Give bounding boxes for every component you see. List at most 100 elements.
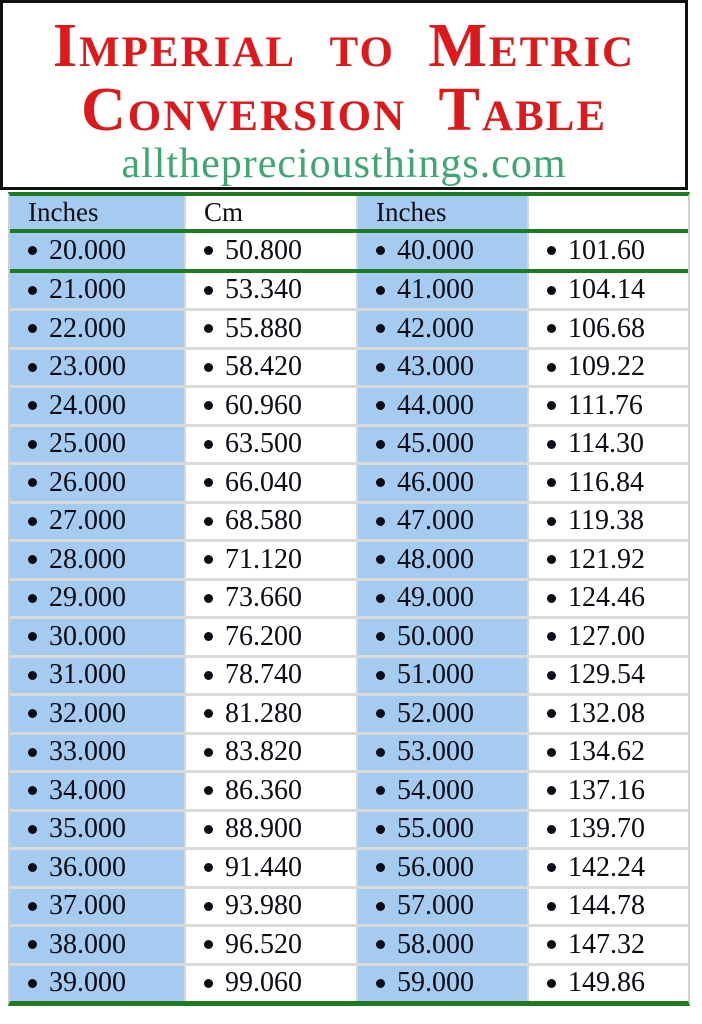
cell-value: 33.000 [49, 736, 126, 768]
bullet-icon [28, 555, 37, 565]
inches-left-cell: 26.000 [10, 465, 186, 501]
inches-left-cell: 29.000 [10, 580, 186, 616]
bullet-icon [376, 324, 385, 334]
cell-value: 47.000 [397, 505, 474, 537]
inches-right-cell: 44.000 [358, 388, 529, 424]
bullet-icon [204, 324, 213, 334]
bullet-icon [547, 786, 556, 796]
inches-left-cell: 38.000 [10, 927, 186, 963]
cell-value: 144.78 [568, 890, 645, 922]
bullet-icon [204, 747, 213, 757]
cell-value: 114.30 [568, 428, 644, 460]
cm-right-cell: 116.84 [529, 465, 688, 501]
cell-value: 24.000 [49, 389, 126, 421]
bullet-icon [28, 516, 37, 526]
bullet-icon [204, 439, 213, 449]
bullet-icon [376, 401, 385, 411]
cell-value: 22.000 [49, 312, 126, 344]
inches-left-cell: 30.000 [10, 619, 186, 655]
bullet-icon [547, 670, 556, 680]
inches-right-cell: 47.000 [358, 503, 529, 539]
cm-right-cell: 144.78 [529, 888, 688, 924]
bullet-icon [547, 401, 556, 411]
cell-value: 44.000 [397, 389, 474, 421]
bullet-icon [28, 863, 37, 873]
cell-value: 55.000 [397, 813, 474, 845]
cm-left-cell: 68.580 [186, 503, 358, 539]
inches-right-cell: 50.000 [358, 619, 529, 655]
bullet-icon [28, 670, 37, 680]
table-row: 27.000 68.580 47.000 119.38 [10, 503, 688, 542]
header-box: Imperial to Metric Conversion Table allt… [0, 0, 688, 190]
bullet-icon [376, 747, 385, 757]
inches-right-cell: 43.000 [358, 349, 529, 385]
bullet-icon [376, 478, 385, 488]
bullet-icon [204, 362, 213, 372]
bullet-icon [547, 632, 556, 642]
cell-value: 28.000 [49, 543, 126, 575]
bullet-icon [204, 786, 213, 796]
inches-left-cell: 27.000 [10, 503, 186, 539]
bullet-icon [376, 593, 385, 603]
cell-value: 60.960 [225, 389, 302, 421]
cm-right-cell: 142.24 [529, 850, 688, 886]
table-header-row: Inches Cm Inches [10, 196, 688, 233]
inches-left-cell: 21.000 [10, 272, 186, 308]
bullet-icon [28, 940, 37, 950]
cell-value: 68.580 [225, 505, 302, 537]
cm-right-cell: 134.62 [529, 734, 688, 770]
inches-left-cell: 20.000 [10, 233, 186, 269]
cell-value: 20.000 [49, 234, 126, 266]
cell-value: 29.000 [49, 582, 126, 614]
cell-value: 139.70 [568, 813, 645, 845]
cell-value: 53.000 [397, 736, 474, 768]
cell-value: 52.000 [397, 697, 474, 729]
inches-right-cell: 58.000 [358, 927, 529, 963]
bullet-icon [204, 709, 213, 719]
inches-left-cell: 32.000 [10, 696, 186, 732]
inches-left-cell: 39.000 [10, 965, 186, 1001]
inches-right-cell: 48.000 [358, 542, 529, 578]
cell-value: 39.000 [49, 967, 126, 999]
cell-value: 91.440 [225, 851, 302, 883]
cell-value: 48.000 [397, 543, 474, 575]
table-row: 34.000 86.360 54.000 137.16 [10, 773, 688, 812]
cell-value: 23.000 [49, 351, 126, 383]
cm-right-cell: 106.68 [529, 311, 688, 347]
cm-right-cell: 121.92 [529, 542, 688, 578]
cell-value: 40.000 [397, 234, 474, 266]
bullet-icon [547, 555, 556, 565]
table-row: 23.000 58.420 43.000 109.22 [10, 349, 688, 388]
cell-value: 46.000 [397, 466, 474, 498]
cell-value: 53.340 [225, 274, 302, 306]
table-row: 20.000 50.800 40.000 101.60 [10, 233, 688, 273]
cm-left-cell: 83.820 [186, 734, 358, 770]
bullet-icon [204, 478, 213, 488]
inches-right-cell: 59.000 [358, 965, 529, 1001]
conversion-table: Inches Cm Inches 20.000 50.800 40.000 101.6… [8, 192, 690, 1006]
page-title-line1: Imperial to Metric [52, 12, 636, 80]
bullet-icon [28, 747, 37, 757]
cell-value: 63.500 [225, 428, 302, 460]
cell-value: 96.520 [225, 928, 302, 960]
inches-right-cell: 57.000 [358, 888, 529, 924]
cell-value: 49.000 [397, 582, 474, 614]
inches-left-cell: 23.000 [10, 349, 186, 385]
inches-left-cell: 25.000 [10, 426, 186, 462]
bullet-icon [547, 978, 556, 988]
cell-value: 36.000 [49, 851, 126, 883]
cell-value: 50.000 [397, 620, 474, 652]
table-row: 33.000 83.820 53.000 134.62 [10, 734, 688, 773]
cm-right-cell: 147.32 [529, 927, 688, 963]
cell-value: 54.000 [397, 774, 474, 806]
cm-left-cell: 96.520 [186, 927, 358, 963]
cm-right-cell: 124.46 [529, 580, 688, 616]
table-row: 22.000 55.880 42.000 106.68 [10, 311, 688, 350]
inches-left-cell: 24.000 [10, 388, 186, 424]
cell-value: 109.22 [568, 351, 645, 383]
bullet-icon [547, 478, 556, 488]
bullet-icon [547, 709, 556, 719]
cell-value: 50.800 [225, 234, 302, 266]
inches-right-cell: 54.000 [358, 773, 529, 809]
cell-value: 51.000 [397, 659, 474, 691]
